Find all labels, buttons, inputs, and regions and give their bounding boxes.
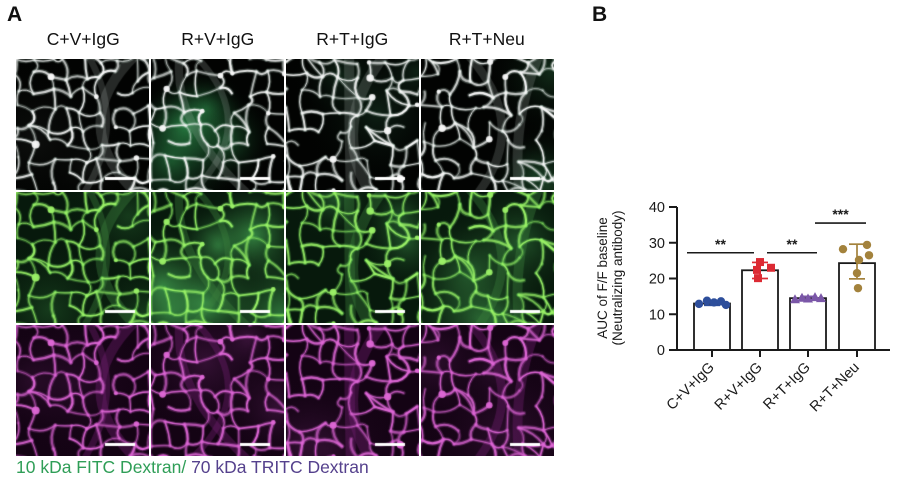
data-point-R+T+IgG [810,292,820,302]
micrograph-merge-col2 [151,59,284,190]
data-point-R+V+IgG [756,258,764,267]
data-point-C+V+IgG [694,299,704,309]
data-point-R+T+Neu [864,251,874,260]
data-point-R+V+IgG [767,263,775,272]
micrograph-fitc-col3 [286,192,419,323]
y-axis-label-line2: (Neutralizing antibody) [610,210,625,345]
micrograph-fitc-col1 [16,192,149,323]
x-tick-label: C+V+IgG [664,360,718,414]
bar-C+V+IgG [693,302,731,351]
micrograph-tritc-col1 [16,325,149,456]
column-header-rv-igg: R+V+IgG [181,29,255,49]
bar-R+V+IgG [741,269,779,351]
significance-stars: ** [787,236,798,252]
data-point-R+T+Neu [852,268,862,278]
column-headers: C+V+IgG R+V+IgG R+T+IgG R+T+Neu [16,26,554,52]
micrograph-tritc-col4 [421,325,554,456]
column-header-rt-igg: R+T+IgG [316,29,389,49]
x-tick-label: R+T+Neu [807,360,863,416]
panel-a-label: A [7,3,23,26]
data-point-R+V+IgG [754,274,762,283]
bar-R+T+IgG [789,297,827,351]
micrograph-merge-col4 [421,59,554,190]
micrograph-fitc-col2 [151,192,284,323]
x-tick-label: R+V+IgG [712,360,766,414]
y-axis-label-line1: AUC of F/F baseline [595,217,610,339]
data-point-R+T+IgG [816,293,826,303]
y-tick-label: 20 [649,272,665,288]
fitc-dextran-label: 10 kDa FITC Dextran/ [16,457,187,477]
data-point-R+T+Neu [853,283,863,293]
x-tick-label: R+T+IgG [760,360,813,413]
data-point-C+V+IgG [709,298,719,307]
micrograph-tritc-col2 [151,325,284,456]
micrograph-fitc-col4 [421,192,554,323]
micrograph-grid [16,59,554,456]
data-point-R+T+IgG [797,292,807,302]
micrograph-merge-col3 [286,59,419,190]
panel-b-label: B [592,3,608,26]
column-header-cv-igg: C+V+IgG [46,29,120,49]
column-header-rt-neu: R+T+Neu [448,29,525,49]
y-tick-label: 0 [657,343,665,359]
data-point-R+T+Neu [854,255,864,265]
y-tick-label: 30 [649,236,665,252]
tritc-dextran-label: 70 kDa TRITC Dextran [186,457,369,477]
data-point-C+V+IgG [702,296,712,305]
y-tick-label: 40 [649,200,665,216]
auc-bar-chart: ** *****010203040C+V+IgGR+V+IgGR+T+IgGR+T… [595,200,890,416]
micrograph-tritc-col3 [286,325,419,456]
y-tick-label: 10 [649,307,665,323]
data-point-R+V+IgG [753,265,761,274]
micrograph-merge-col1 [16,59,149,190]
stain-caption: 10 kDa FITC Dextran/ 70 kDa TRITC Dextra… [16,457,369,478]
data-point-C+V+IgG [721,300,731,310]
significance-stars: *** [832,206,849,222]
data-point-R+T+Neu [838,244,848,254]
data-point-R+T+Neu [862,240,872,250]
significance-stars: ** [715,236,726,252]
